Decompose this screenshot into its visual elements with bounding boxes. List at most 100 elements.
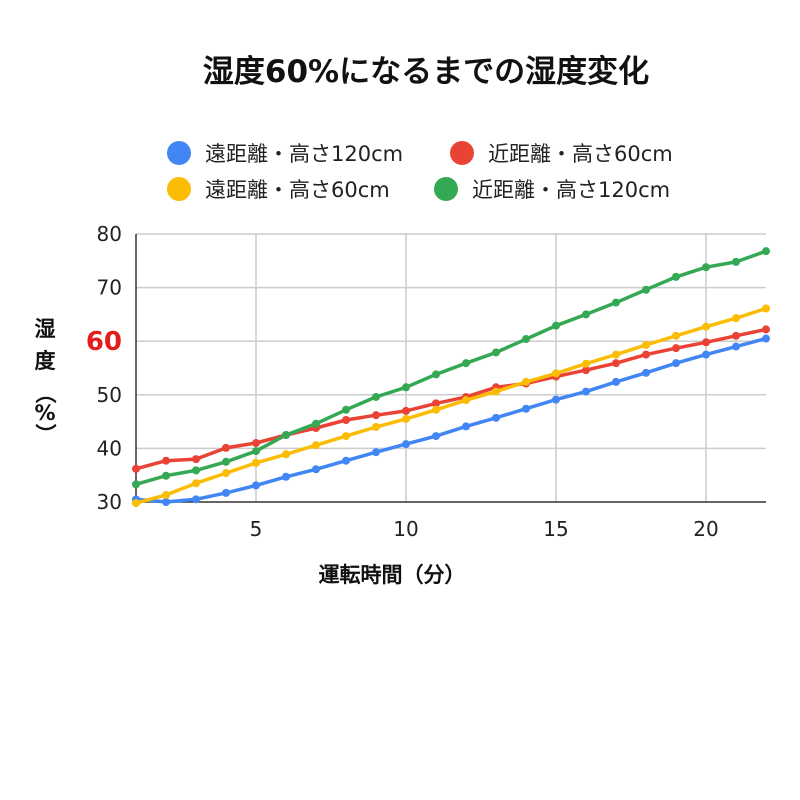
data-point [282, 431, 290, 439]
chart-title: 湿度60%になるまでの湿度変化 [203, 54, 649, 90]
data-point [372, 392, 380, 401]
legend-label: 近距離・高さ120cm [472, 178, 670, 202]
data-point [732, 342, 740, 351]
series-group [132, 325, 770, 473]
data-point [162, 498, 170, 506]
data-point [282, 450, 290, 459]
data-point [192, 479, 200, 488]
data-point [522, 377, 530, 386]
data-point [342, 456, 350, 465]
data-point [252, 458, 260, 467]
series-line [135, 306, 767, 505]
data-point [132, 499, 140, 508]
series-line [135, 249, 767, 486]
data-point [312, 441, 320, 450]
data-point [492, 348, 500, 357]
data-point [432, 370, 440, 379]
data-point [492, 387, 500, 396]
series-group [132, 304, 770, 508]
data-point [672, 359, 680, 368]
data-point [192, 466, 200, 475]
data-point [252, 439, 260, 448]
data-point [222, 488, 230, 497]
data-point [732, 257, 740, 266]
tick-labels: 30 40 50 60 70 80 5 10 15 20 [86, 222, 719, 541]
data-point [162, 491, 170, 500]
y-tick-label: 30 [97, 490, 122, 514]
data-point [342, 432, 350, 441]
data-point [582, 359, 590, 368]
x-tick-label: 20 [693, 517, 718, 541]
y-tick-label-highlight: 60 [86, 327, 122, 357]
data-point [402, 383, 410, 392]
series-group [132, 247, 770, 489]
data-point [762, 325, 770, 334]
series-line [135, 336, 767, 504]
data-point [162, 456, 170, 465]
legend-label: 遠距離・高さ120cm [205, 142, 403, 166]
data-point [522, 335, 530, 344]
legend-label: 遠距離・高さ60cm [205, 178, 390, 202]
data-point [612, 298, 620, 307]
y-axis-label-char: 度 [35, 349, 56, 373]
data-point [702, 350, 710, 359]
data-point [432, 432, 440, 441]
data-point [402, 406, 410, 415]
y-tick-label: 80 [97, 222, 122, 246]
series-group [132, 334, 770, 506]
data-point [762, 334, 770, 343]
data-point [432, 399, 440, 408]
data-point [762, 247, 770, 256]
data-point [612, 359, 620, 368]
data-point [312, 465, 320, 474]
legend-marker [167, 141, 191, 165]
data-point [192, 495, 200, 504]
data-point [702, 263, 710, 272]
data-point [372, 448, 380, 457]
data-point [762, 304, 770, 313]
data-point [642, 285, 650, 294]
data-point [552, 369, 560, 378]
data-point [612, 377, 620, 386]
data-point [582, 310, 590, 319]
data-point [462, 422, 470, 431]
legend-marker [434, 177, 458, 201]
data-point [162, 471, 170, 480]
data-point [672, 272, 680, 281]
legend-label: 近距離・高さ60cm [488, 142, 673, 166]
y-axis-label-char: 湿 [35, 317, 56, 341]
data-point [642, 368, 650, 377]
data-point [732, 314, 740, 323]
data-point [582, 366, 590, 375]
data-point [492, 413, 500, 422]
x-tick-label: 10 [393, 517, 418, 541]
data-point [342, 415, 350, 424]
axes [135, 234, 766, 503]
data-point [402, 414, 410, 423]
y-axis-label: 湿度 （%） [33, 317, 57, 445]
data-point [552, 395, 560, 404]
data-point [732, 331, 740, 340]
gridlines [136, 233, 766, 502]
series-line [135, 327, 767, 471]
y-tick-label: 50 [97, 383, 122, 407]
data-point [372, 422, 380, 431]
series-lines [132, 247, 770, 508]
data-point [522, 404, 530, 413]
data-point [552, 321, 560, 330]
data-point [672, 344, 680, 353]
data-point [702, 338, 710, 347]
x-axis-label: 運転時間（分） [319, 563, 466, 587]
data-point [462, 359, 470, 368]
data-point [252, 481, 260, 490]
x-tick-label: 15 [543, 517, 568, 541]
data-point [132, 464, 140, 473]
y-axis-label-char: （ [33, 383, 57, 404]
data-point [402, 440, 410, 449]
data-point [702, 322, 710, 331]
data-point [612, 350, 620, 359]
data-point [282, 472, 290, 481]
data-point [642, 340, 650, 349]
data-point [672, 331, 680, 340]
